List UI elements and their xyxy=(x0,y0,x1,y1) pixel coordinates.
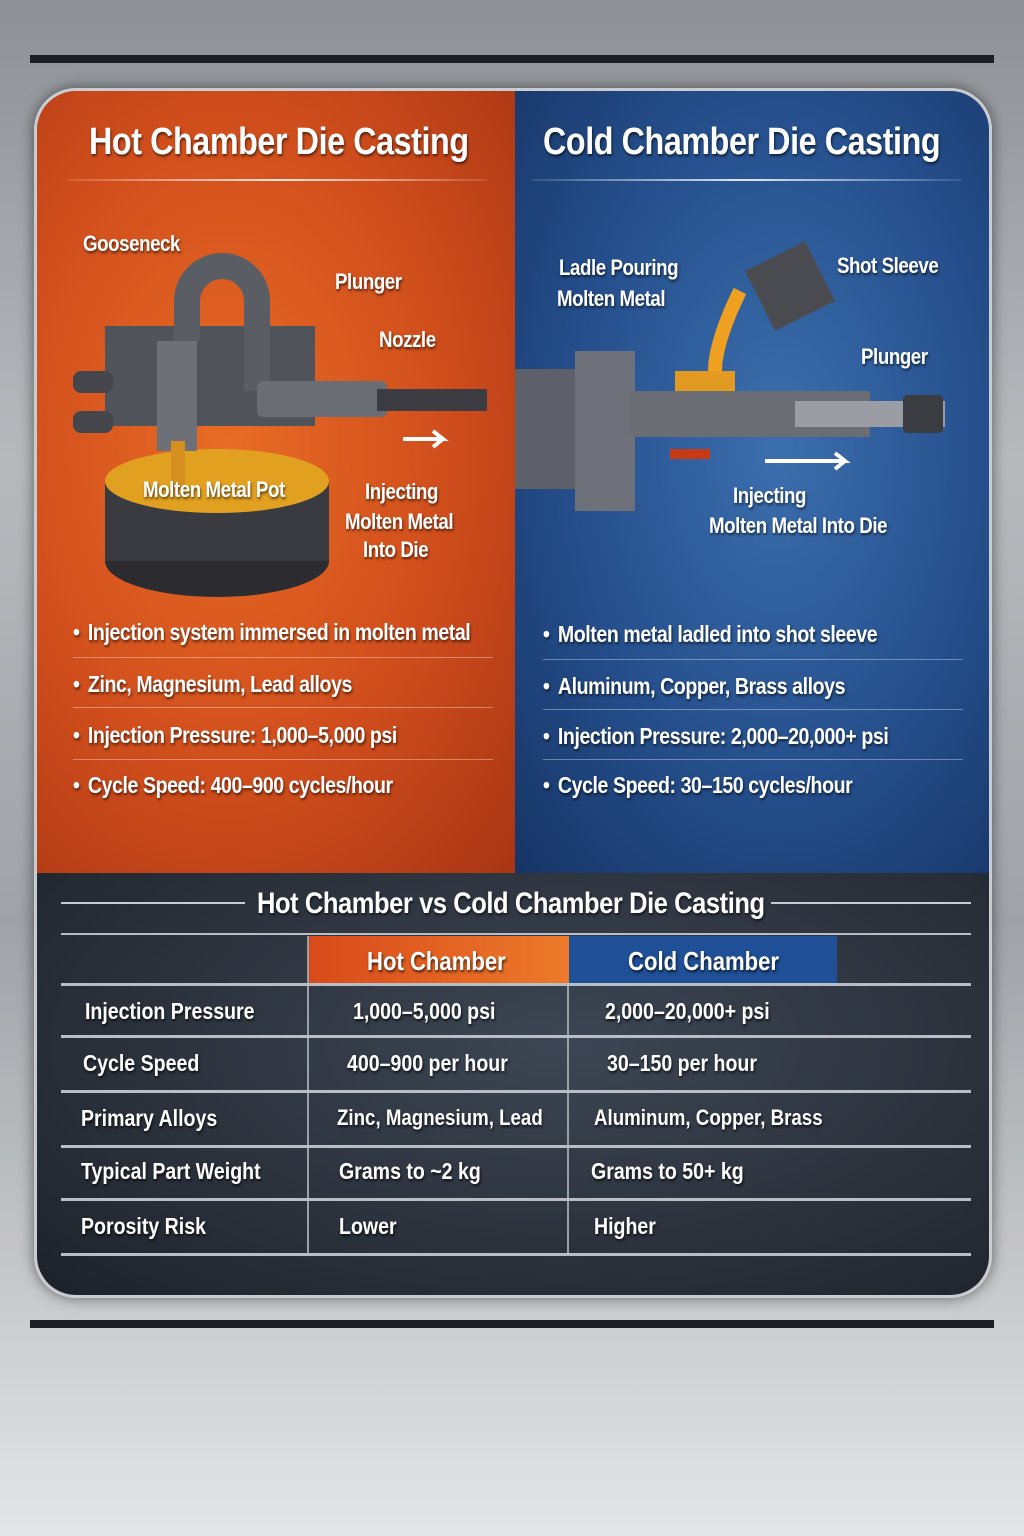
header-cold-chamber xyxy=(569,936,837,984)
label-ladle-2: Molten Metal xyxy=(557,286,666,311)
label-injecting-1: Injecting xyxy=(365,479,439,504)
cold-bullet: Injection Pressure: 2,000–20,000+ psi xyxy=(543,723,889,750)
cold-bullet: Aluminum, Copper, Brass alloys xyxy=(543,673,846,700)
hot-value: 400–900 per hour xyxy=(347,1050,508,1076)
cold-value: Higher xyxy=(594,1213,656,1239)
hot-value: Lower xyxy=(339,1213,397,1239)
cold-bullet: Molten metal ladled into shot sleeve xyxy=(543,621,878,648)
row-label: Injection Pressure xyxy=(85,998,255,1024)
top-frame-bar xyxy=(30,55,994,63)
label-injecting-3: Into Die xyxy=(363,537,429,562)
row-label: Porosity Risk xyxy=(81,1213,206,1239)
comparison-title: Hot Chamber vs Cold Chamber Die Casting xyxy=(257,887,765,920)
hot-title-underline xyxy=(67,179,487,181)
row-label: Cycle Speed xyxy=(83,1050,200,1076)
label-injecting-2: Molten Metal xyxy=(345,509,454,534)
label-plunger: Plunger xyxy=(335,269,402,294)
cold-title-underline xyxy=(531,179,961,181)
hot-bullet: Cycle Speed: 400–900 cycles/hour xyxy=(73,772,393,799)
pouring-molten-metal xyxy=(708,287,747,372)
cold-chamber-section: Cold Chamber Die Casting Ladle Pouring M… xyxy=(515,91,989,873)
ladle xyxy=(745,241,835,331)
infographic-panel: Hot Chamber Die Casting Gooseneck Plunge… xyxy=(34,88,992,1298)
hot-bullet: Injection Pressure: 1,000–5,000 psi xyxy=(73,722,397,749)
cold-value: 2,000–20,000+ psi xyxy=(605,998,770,1024)
hot-bullet: Injection system immersed in molten meta… xyxy=(73,619,471,646)
cold-bullet: Cycle Speed: 30–150 cycles/hour xyxy=(543,772,853,799)
hot-value: Grams to ~2 kg xyxy=(339,1158,481,1184)
plunger-cylinder xyxy=(157,341,197,451)
header-hot-chamber xyxy=(309,936,569,984)
label-injecting-2: Molten Metal Into Die xyxy=(709,513,888,538)
cold-value: 30–150 per hour xyxy=(607,1050,757,1076)
header-hot-label: Hot Chamber xyxy=(367,946,506,976)
gooseneck xyxy=(174,253,270,391)
hot-value: 1,000–5,000 psi xyxy=(353,998,496,1024)
cold-title: Cold Chamber Die Casting xyxy=(543,121,941,163)
cold-value: Grams to 50+ kg xyxy=(591,1158,744,1184)
comparison-section: Hot Chamber vs Cold Chamber Die Casting … xyxy=(37,873,989,1295)
label-nozzle: Nozzle xyxy=(379,327,436,352)
header-cold-label: Cold Chamber xyxy=(628,946,780,976)
bottom-frame-bar xyxy=(30,1320,994,1328)
hot-value: Zinc, Magnesium, Lead xyxy=(337,1105,543,1130)
row-label: Typical Part Weight xyxy=(81,1158,261,1184)
row-label: Primary Alloys xyxy=(81,1105,218,1131)
label-ladle-1: Ladle Pouring xyxy=(559,255,679,280)
label-molten-metal-pot: Molten Metal Pot xyxy=(143,477,285,502)
label-shot-sleeve: Shot Sleeve xyxy=(837,253,939,278)
label-gooseneck: Gooseneck xyxy=(83,231,180,256)
label-plunger: Plunger xyxy=(861,344,928,369)
hot-bullet: Zinc, Magnesium, Lead alloys xyxy=(73,671,352,698)
label-injecting-1: Injecting xyxy=(733,483,807,508)
cold-chamber-machine-diagram xyxy=(515,241,945,511)
hot-chamber-machine-diagram xyxy=(73,253,487,597)
nozzle xyxy=(257,381,387,417)
hot-chamber-section: Hot Chamber Die Casting Gooseneck Plunge… xyxy=(37,91,515,873)
hot-title: Hot Chamber Die Casting xyxy=(89,121,469,163)
cold-value: Aluminum, Copper, Brass xyxy=(594,1105,823,1130)
